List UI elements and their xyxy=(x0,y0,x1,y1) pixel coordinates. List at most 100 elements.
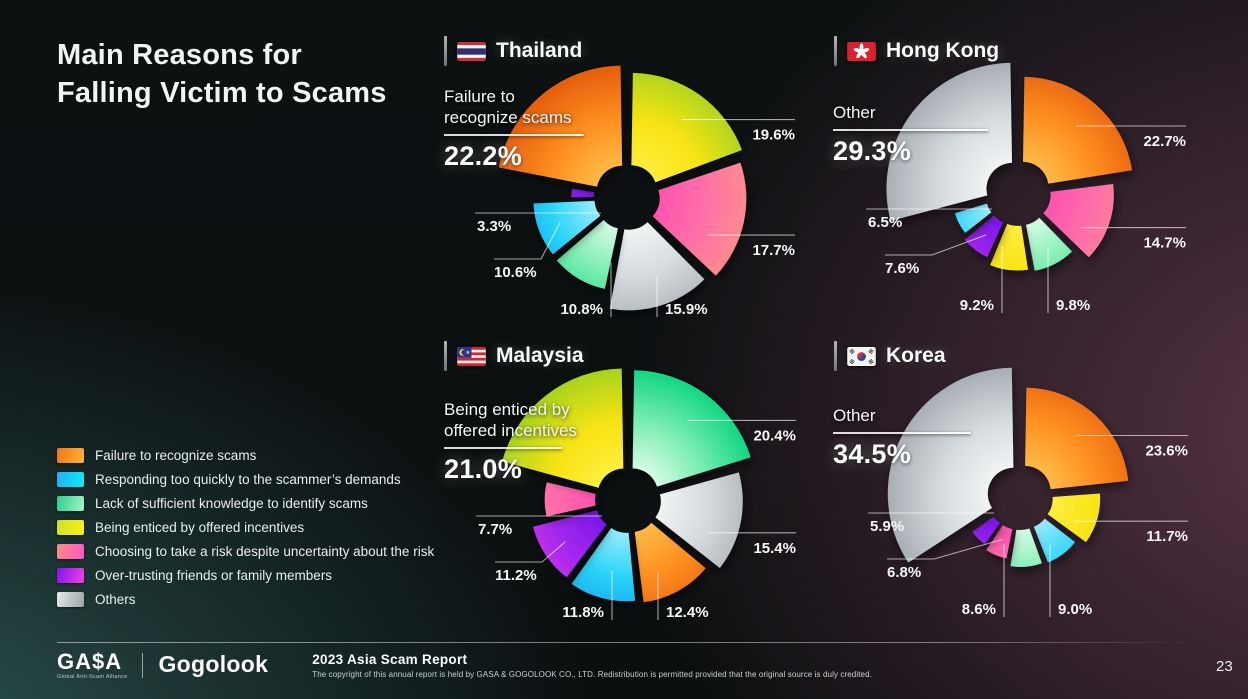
legend-chip-pink xyxy=(57,544,84,559)
slice-percent-label: 7.6% xyxy=(885,260,919,277)
slice-percent-label: 10.6% xyxy=(494,264,537,281)
rose-chart-hong-kong: 22.7% 14.7% 9.8% 9.2% 7.6% 6.5% xyxy=(866,62,1186,314)
slice-pink xyxy=(1043,184,1114,258)
report-title: 2023 Asia Scam Report xyxy=(312,652,468,667)
slice-gray xyxy=(886,62,1012,221)
slice-yellow xyxy=(990,223,1028,271)
legend-item: Choosing to take a risk despite uncertai… xyxy=(57,544,434,559)
callout-leader-line xyxy=(833,432,971,434)
slice-percent-label: 9.8% xyxy=(1056,297,1090,314)
callout-label: Other xyxy=(833,405,971,426)
label-leader-line xyxy=(494,222,561,260)
slice-percent-label: 14.7% xyxy=(1143,235,1186,252)
korea-flag-icon xyxy=(847,346,876,366)
slice-percent-label: 10.8% xyxy=(560,301,603,318)
slice-pink xyxy=(652,162,747,276)
legend-label: Choosing to take a risk despite uncertai… xyxy=(95,544,435,559)
slice-green xyxy=(1010,528,1042,567)
gasa-subtitle: Global Anti-Scam Alliance xyxy=(57,674,128,680)
chart-section-malaysia: 20.4% 15.4% 12.4% 11.8% 11.2% 7.7% Malaysia B… xyxy=(430,327,830,637)
chart-section-hong-kong: 22.7% 14.7% 9.8% 9.2% 7.6% 6.5% Hong Kong Oth… xyxy=(820,22,1248,327)
slice-percent-label: 3.3% xyxy=(477,218,511,235)
callout-label: Failure to recognize scams xyxy=(444,86,584,128)
label-leader-line xyxy=(887,538,1003,560)
legend-label: Others xyxy=(95,592,136,607)
rose-chart-malaysia: 20.4% 15.4% 12.4% 11.8% 11.2% 7.7% xyxy=(476,368,796,621)
slice-yellow xyxy=(1047,493,1101,543)
slice-gray xyxy=(887,367,1014,563)
page-number: 23 xyxy=(1216,658,1233,675)
slice-percent-label: 6.5% xyxy=(868,214,902,231)
callout-label-line1: Other xyxy=(833,103,876,122)
slice-gray xyxy=(609,222,705,311)
slice-percent-label: 9.2% xyxy=(960,297,994,314)
slice-green xyxy=(632,370,751,487)
callout-value: 34.5% xyxy=(833,438,912,469)
slice-pink xyxy=(986,525,1013,559)
callout-label-line2: recognize scams xyxy=(444,108,572,127)
rose-chart-thailand: 19.6% 17.7% 15.9% 10.8% 10.6% 3.3% xyxy=(475,65,795,318)
footer: GA$A Global Anti-Scam Alliance Gogolook … xyxy=(57,642,1190,680)
country-header-korea: Korea xyxy=(834,341,946,371)
page-title: Main Reasons for Falling Victim to Scams xyxy=(57,36,387,112)
slice-green xyxy=(556,220,618,289)
slice-gray xyxy=(655,472,743,568)
callout-leader-line xyxy=(833,129,988,131)
country-header-hong-kong: Hong Kong xyxy=(834,36,999,66)
slice-percent-label: 7.7% xyxy=(478,521,512,538)
slice-percent-label: 17.7% xyxy=(752,242,795,259)
legend-label: Failure to recognize scams xyxy=(95,448,257,463)
hong-kong-flag-icon xyxy=(847,41,876,61)
slice-percent-label: 11.2% xyxy=(495,567,537,584)
slice-cyan xyxy=(571,528,636,602)
slice-orange xyxy=(498,65,623,187)
slice-percent-label: 11.8% xyxy=(562,604,604,621)
slice-percent-label: 6.8% xyxy=(887,564,921,581)
gogolook-logo: Gogolook xyxy=(158,651,269,677)
callout-korea: Other 34.5% xyxy=(833,405,971,470)
slice-cyan xyxy=(954,203,992,233)
label-leader-line xyxy=(495,541,566,563)
callout-leader-line xyxy=(444,134,584,136)
chart-section-thailand: 19.6% 17.7% 15.9% 10.8% 10.6% 3.3% Thailand F… xyxy=(430,22,830,327)
legend-item: Responding too quickly to the scammer’s … xyxy=(57,472,434,487)
slice-orange xyxy=(1023,76,1133,184)
slice-purple xyxy=(533,510,607,578)
legend-chip-orange xyxy=(57,448,84,463)
slice-percent-label: 15.4% xyxy=(753,540,796,557)
slice-cyan xyxy=(1033,518,1075,563)
slice-orange xyxy=(1025,387,1129,490)
country-header-malaysia: Malaysia xyxy=(444,341,584,371)
slice-yellow xyxy=(502,368,624,488)
legend-label: Being enticed by offered incentives xyxy=(95,520,305,535)
legend-chip-purple xyxy=(57,568,84,583)
country-name: Malaysia xyxy=(496,344,584,367)
callout-label: Other xyxy=(833,102,988,123)
legend: Failure to recognize scams Responding to… xyxy=(57,448,434,616)
callout-value: 29.3% xyxy=(833,135,912,166)
footer-divider-line xyxy=(57,642,1190,643)
slice-purple xyxy=(571,188,595,198)
slice-percent-label: 9.0% xyxy=(1058,601,1092,618)
footer-vertical-divider xyxy=(142,653,144,678)
page-title-line1: Main Reasons for xyxy=(57,39,302,71)
gasa-logo: GA$A Global Anti-Scam Alliance xyxy=(57,649,128,681)
callout-value: 21.0% xyxy=(444,453,523,484)
legend-label: Over-trusting friends or family members xyxy=(95,568,333,583)
slice-pink xyxy=(544,482,596,517)
rose-chart-korea: 23.6% 11.7% 9.0% 8.6% 6.8% 5.9% xyxy=(868,367,1188,618)
slice-percent-label: 22.7% xyxy=(1143,133,1186,150)
slice-percent-label: 5.9% xyxy=(870,518,904,535)
callout-label-line2: offered incentives xyxy=(444,421,577,440)
slice-percent-label: 20.4% xyxy=(753,427,796,444)
slice-percent-label: 8.6% xyxy=(962,601,996,618)
header-accent-bar xyxy=(834,341,837,371)
slice-yellow xyxy=(631,72,742,183)
slice-percent-label: 19.6% xyxy=(752,127,795,144)
country-name: Korea xyxy=(886,344,946,367)
gasa-wordmark: GA$A xyxy=(57,649,123,674)
callout-thailand: Failure to recognize scams 22.2% xyxy=(444,86,584,172)
callout-malaysia: Being enticed by offered incentives 21.0… xyxy=(444,399,577,485)
country-header-thailand: Thailand xyxy=(444,36,582,66)
